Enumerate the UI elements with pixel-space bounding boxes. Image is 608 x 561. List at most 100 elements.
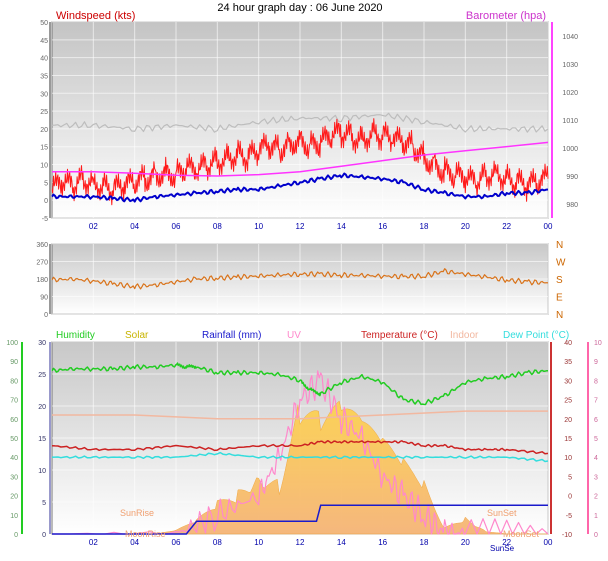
x-tick-label: 06 xyxy=(172,222,181,231)
legend-item: Dew Point (°C) xyxy=(503,330,569,341)
series-dewpoint-line xyxy=(51,451,549,463)
legend-item: UV xyxy=(287,330,301,341)
right-axis-tick-label: 1040 xyxy=(562,34,578,41)
annotation-sunset-short: SunSe xyxy=(490,544,515,553)
left-axis-tick-label: 50 xyxy=(40,20,48,27)
right-axis-tick-label: 1030 xyxy=(562,62,578,69)
left-axis-tick-label: 25 xyxy=(40,109,48,116)
left-axis-tick-label: 20 xyxy=(40,127,48,134)
right-axis-label: Barometer (hpa) xyxy=(466,10,546,22)
temperature-tick-label: 20 xyxy=(564,417,572,424)
x-tick-label: 08 xyxy=(213,538,222,547)
compass-label: S xyxy=(556,275,563,286)
right-axis-tick-label: 980 xyxy=(566,202,578,209)
x-tick-label: 20 xyxy=(461,222,470,231)
temperature-tick-label: 25 xyxy=(564,398,572,405)
left-axis-tick-label: 5 xyxy=(44,180,48,187)
rain-tick-label: 25 xyxy=(38,372,46,379)
x-tick-label: 04 xyxy=(130,538,139,547)
humidity-tick-label: 100 xyxy=(6,340,18,347)
left-axis-tick-label: 40 xyxy=(40,56,48,63)
uv-tick-label: 7 xyxy=(594,398,598,405)
x-tick-label: 10 xyxy=(254,222,263,231)
uv-tick-label: 8 xyxy=(594,378,598,385)
left-axis-tick-label: 30 xyxy=(40,91,48,98)
temperature-tick-label: -5 xyxy=(566,513,572,520)
humidity-tick-label: 30 xyxy=(10,474,18,481)
temperature-tick-label: 15 xyxy=(564,436,572,443)
uv-tick-label: 10 xyxy=(594,340,602,347)
x-tick-label: 18 xyxy=(420,222,429,231)
series-humidity-line xyxy=(51,362,548,406)
humidity-tick-label: 70 xyxy=(10,398,18,405)
humidity-tick-label: 90 xyxy=(10,359,18,366)
humidity-tick-label: 60 xyxy=(10,417,18,424)
left-axis-tick-label: 35 xyxy=(40,73,48,80)
uv-tick-label: 2 xyxy=(594,494,598,501)
left-axis-label: Windspeed (kts) xyxy=(56,10,135,22)
temperature-tick-label: -10 xyxy=(562,532,572,539)
compass-label: W xyxy=(556,258,566,269)
series-barometer-line xyxy=(52,141,549,177)
temperature-tick-label: 5 xyxy=(568,474,572,481)
uv-tick-label: 1 xyxy=(594,513,598,520)
rain-tick-label: 10 xyxy=(38,468,46,475)
left-axis-tick-label: 45 xyxy=(40,38,48,45)
annotation-moonset: MoonSet xyxy=(503,529,540,539)
series-indoor-line xyxy=(51,112,549,133)
rain-tick-label: 20 xyxy=(38,404,46,411)
right-axis-tick-label: 1020 xyxy=(562,90,578,97)
x-tick-label: 08 xyxy=(213,222,222,231)
right-axis-tick-label: 990 xyxy=(566,174,578,181)
humidity-tick-label: 50 xyxy=(10,436,18,443)
temperature-tick-label: 40 xyxy=(564,340,572,347)
temperature-tick-label: 10 xyxy=(564,455,572,462)
humidity-tick-label: 10 xyxy=(10,513,18,520)
uv-tick-label: 6 xyxy=(594,417,598,424)
series-rainfall-line xyxy=(52,504,548,535)
series-uv-line xyxy=(52,370,549,535)
series-temperature-line xyxy=(51,439,549,455)
x-tick-label: 18 xyxy=(420,538,429,547)
right-axis-tick-label: 1010 xyxy=(562,118,578,125)
x-tick-label: 04 xyxy=(130,222,139,231)
legend-item: Humidity xyxy=(56,330,95,341)
x-tick-label: 20 xyxy=(461,538,470,547)
humidity-tick-label: 80 xyxy=(10,378,18,385)
x-tick-label: 14 xyxy=(337,538,346,547)
uv-tick-label: 9 xyxy=(594,359,598,366)
x-tick-label: 22 xyxy=(502,538,511,547)
chart-title: 24 hour graph day : 06 June 2020 xyxy=(217,2,382,14)
series-windspeed-line xyxy=(51,118,549,206)
x-tick-label: 14 xyxy=(337,222,346,231)
left-axis-tick-label: 15 xyxy=(40,145,48,152)
x-tick-label: 00 xyxy=(544,222,553,231)
rain-tick-label: 5 xyxy=(42,500,46,507)
uv-tick-label: 0 xyxy=(594,532,598,539)
legend-item: Temperature (°C) xyxy=(361,330,438,341)
series-wind-direction-line xyxy=(51,268,549,290)
x-tick-label: 16 xyxy=(378,538,387,547)
right-axis-tick-label: 1000 xyxy=(562,146,578,153)
humidity-tick-label: 40 xyxy=(10,455,18,462)
rain-tick-label: 0 xyxy=(42,532,46,539)
rain-tick-label: 30 xyxy=(38,340,46,347)
temperature-tick-label: 35 xyxy=(564,359,572,366)
humidity-tick-label: 0 xyxy=(14,532,18,539)
x-tick-label: 00 xyxy=(544,538,553,547)
x-tick-label: 16 xyxy=(378,222,387,231)
x-tick-label: 06 xyxy=(172,538,181,547)
temperature-tick-label: 0 xyxy=(568,494,572,501)
x-tick-label: 12 xyxy=(296,538,305,547)
direction-tick-label: 270 xyxy=(36,260,48,267)
direction-tick-label: 360 xyxy=(36,242,48,249)
direction-tick-label: 90 xyxy=(40,295,48,302)
humidity-tick-label: 20 xyxy=(10,494,18,501)
legend-item: Rainfall (mm) xyxy=(202,330,261,341)
left-axis-tick-label: 10 xyxy=(40,163,48,170)
direction-tick-label: 0 xyxy=(44,312,48,319)
uv-tick-label: 4 xyxy=(594,455,598,462)
legend-item: Indoor xyxy=(450,330,479,341)
annotation-moonrise: MoonRise xyxy=(125,529,166,539)
